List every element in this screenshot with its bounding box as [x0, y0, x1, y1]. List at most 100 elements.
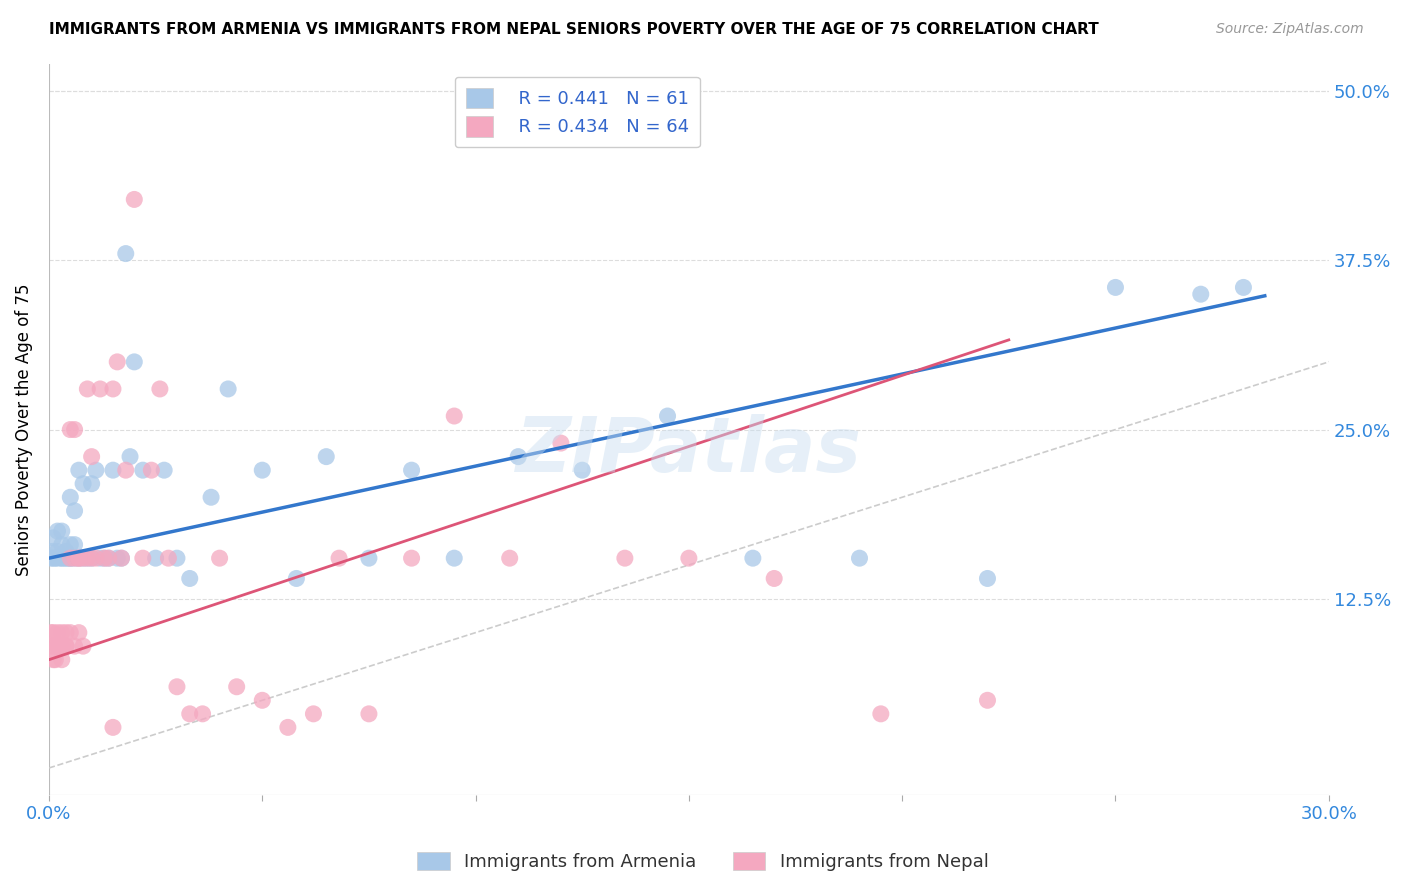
Point [443, 551, 465, 566]
Point [72, 639, 94, 653]
Point [67, 551, 90, 566]
Point [46, 639, 69, 653]
Point [63, 423, 86, 437]
Point [401, 551, 423, 566]
Point [46, 544, 69, 558]
Point [105, 355, 128, 369]
Point [44, 653, 66, 667]
Point [166, 551, 188, 566]
Point [443, 409, 465, 423]
Text: Source: ZipAtlas.com: Source: ZipAtlas.com [1216, 22, 1364, 37]
Point [97, 551, 120, 566]
Point [51, 639, 73, 653]
Point [59, 538, 82, 552]
Point [51, 551, 73, 566]
Point [101, 382, 124, 396]
Point [118, 450, 141, 464]
Point [59, 551, 82, 566]
Point [80, 450, 103, 464]
Point [44, 551, 66, 566]
Text: IMMIGRANTS FROM ARMENIA VS IMMIGRANTS FROM NEPAL SENIORS POVERTY OVER THE AGE OF: IMMIGRANTS FROM ARMENIA VS IMMIGRANTS FR… [49, 22, 1099, 37]
Point [80, 476, 103, 491]
Point [217, 382, 239, 396]
Point [72, 476, 94, 491]
Point [42, 551, 65, 566]
Point [67, 551, 90, 566]
Point [67, 625, 90, 640]
Point [110, 551, 132, 566]
Point [39, 639, 62, 653]
Point [63, 551, 86, 566]
Point [97, 551, 120, 566]
Point [63, 551, 86, 566]
Point [67, 551, 90, 566]
Point [179, 706, 201, 721]
Point [508, 450, 530, 464]
Point [51, 524, 73, 538]
Point [46, 639, 69, 653]
Point [76, 551, 98, 566]
Point [42, 639, 65, 653]
Point [208, 551, 231, 566]
Point [124, 193, 146, 207]
Point [124, 355, 146, 369]
Point [76, 551, 98, 566]
Point [132, 463, 155, 477]
Point [55, 551, 77, 566]
Point [1232, 280, 1254, 294]
Point [63, 639, 86, 653]
Point [93, 551, 115, 566]
Point [141, 463, 163, 477]
Point [1104, 280, 1126, 294]
Point [114, 246, 136, 260]
Point [89, 551, 111, 566]
Point [105, 551, 128, 566]
Point [72, 551, 94, 566]
Point [42, 625, 65, 640]
Point [59, 490, 82, 504]
Point [55, 544, 77, 558]
Point [401, 463, 423, 477]
Point [55, 639, 77, 653]
Point [101, 720, 124, 734]
Y-axis label: Seniors Poverty Over the Age of 75: Seniors Poverty Over the Age of 75 [15, 284, 32, 576]
Point [59, 423, 82, 437]
Point [93, 551, 115, 566]
Point [55, 551, 77, 566]
Point [84, 463, 107, 477]
Point [42, 531, 65, 545]
Point [39, 551, 62, 566]
Point [132, 551, 155, 566]
Point [84, 551, 107, 566]
Point [252, 463, 274, 477]
Legend:   R = 0.441   N = 61,   R = 0.434   N = 64: R = 0.441 N = 61, R = 0.434 N = 64 [454, 77, 700, 147]
Point [315, 450, 337, 464]
Point [763, 572, 786, 586]
Point [145, 551, 167, 566]
Point [80, 551, 103, 566]
Point [63, 504, 86, 518]
Point [110, 551, 132, 566]
Point [76, 382, 98, 396]
Point [51, 551, 73, 566]
Point [80, 551, 103, 566]
Point [46, 625, 69, 640]
Point [179, 572, 201, 586]
Point [101, 463, 124, 477]
Point [848, 551, 870, 566]
Point [357, 551, 380, 566]
Point [571, 463, 593, 477]
Point [252, 693, 274, 707]
Point [157, 551, 180, 566]
Point [42, 653, 65, 667]
Point [51, 538, 73, 552]
Point [67, 463, 90, 477]
Text: ZIPatlas: ZIPatlas [516, 415, 862, 489]
Point [153, 463, 176, 477]
Point [302, 706, 325, 721]
Point [357, 706, 380, 721]
Legend: Immigrants from Armenia, Immigrants from Nepal: Immigrants from Armenia, Immigrants from… [411, 845, 995, 879]
Point [114, 463, 136, 477]
Point [59, 551, 82, 566]
Point [166, 680, 188, 694]
